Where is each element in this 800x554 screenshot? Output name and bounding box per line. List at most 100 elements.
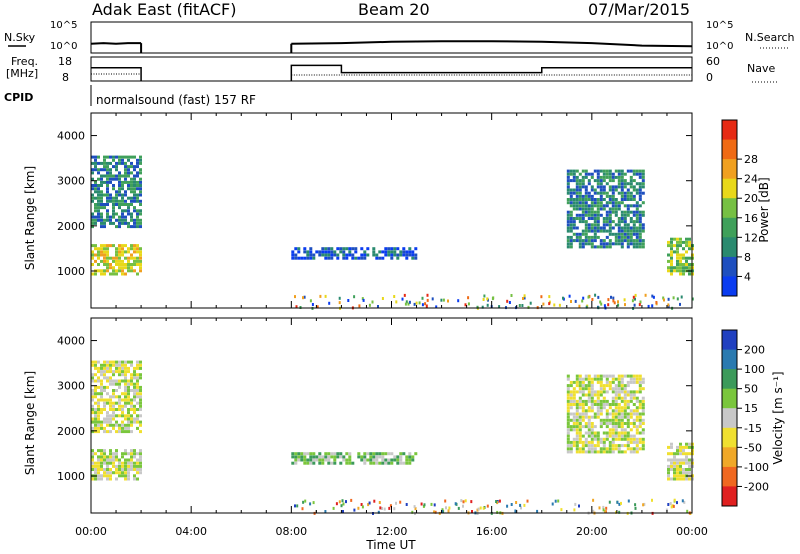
heatmap-cell [127,392,130,396]
heatmap-cell [139,263,142,266]
heatmap-cell [381,507,383,510]
heatmap-cell [94,471,97,475]
heatmap-cell [603,304,606,308]
heatmap-cell [130,458,133,462]
heatmap-cell [629,447,633,451]
heatmap-cell [353,295,356,299]
heatmap-cell [614,232,618,236]
heatmap-cell [578,191,582,195]
heatmap-cell [94,360,97,364]
heatmap-cell [679,253,682,257]
heatmap-cell [100,395,103,399]
heatmap-cell [127,385,130,389]
heatmap-cell [97,177,100,181]
heatmap-cell [566,235,570,239]
heatmap-cell [593,220,597,224]
heatmap-cell [590,403,594,406]
heatmap-cell [377,305,379,308]
heatmap-cell [617,220,621,224]
heatmap-cell [100,269,103,273]
heatmap-cell [569,198,573,201]
heatmap-cell [401,297,404,301]
heatmap-cell [127,360,130,364]
heatmap-cell [670,269,673,273]
heatmap-cell [139,203,142,206]
heatmap-cell [136,218,139,222]
heatmap-cell [629,409,633,413]
heatmap-cell [566,431,570,435]
heatmap-cell [338,500,341,504]
heatmap-cell [121,174,124,178]
heatmap-cell [136,193,139,197]
heatmap-cell [642,503,645,507]
heatmap-cell [109,382,112,386]
heatmap-cell [115,408,118,411]
heatmap-cell [139,458,142,462]
heatmap-cell [109,398,112,402]
heatmap-cell [100,464,103,468]
heatmap-cell [611,387,615,391]
heatmap-cell [94,168,97,172]
heatmap-cell [118,206,121,210]
heatmap-cell [566,217,570,220]
heatmap-cell [106,461,109,465]
heatmap-cell [623,220,627,224]
heatmap-cell [118,263,121,266]
heatmap-cell [670,253,673,257]
heatmap-cell [136,184,139,187]
heatmap-cell [688,244,691,248]
heatmap-cell [372,461,376,465]
heatmap-cell [94,180,97,184]
heatmap-cell [136,263,139,266]
heatmap-cell [91,395,94,399]
heatmap-cell [348,461,352,465]
heatmap-cell [587,431,591,435]
heatmap-cell [632,422,636,425]
heatmap-cell [626,188,630,192]
heatmap-cell [124,250,127,254]
heatmap-cell [336,455,340,459]
heatmap-cell [602,239,606,243]
heatmap-cell [97,161,100,165]
heatmap-cell [632,450,636,454]
heatmap-cell [685,240,688,244]
heatmap-cell [333,461,337,465]
heatmap-cell [632,223,636,227]
heatmap-cell [363,452,367,456]
heatmap-cell [617,229,621,233]
heatmap-cell [638,239,642,243]
heatmap-cell [369,455,373,459]
heatmap-cell [584,403,588,406]
heatmap-cell [605,412,609,416]
heatmap-cell [575,182,579,186]
heatmap-cell [676,452,679,456]
heatmap-cell [345,256,349,260]
heatmap-cell [596,210,600,214]
heatmap-cell [327,458,331,462]
heatmap-cell [109,171,112,175]
heatmap-cell [136,401,139,405]
heatmap-cell [112,379,115,383]
heatmap-cell [629,235,633,239]
heatmap-cell [566,169,570,173]
heatmap-cell [632,210,636,214]
heatmap-cell [115,155,118,159]
heatmap-cell [106,376,109,380]
heatmap-cell [623,232,627,236]
heatmap-cell [617,223,621,227]
heatmap-cell [635,169,639,173]
heatmap-cell [611,431,615,435]
heatmap-cell [91,420,94,424]
heatmap-cell [91,177,94,181]
heatmap-cell [118,398,121,402]
heatmap-cell [608,384,612,388]
heatmap-cell [596,185,600,189]
heatmap-cell [611,444,615,448]
heatmap-cell [342,247,346,251]
heatmap-cell [103,225,106,229]
heatmap-cell [617,226,621,230]
heatmap-cell [611,412,615,416]
heatmap-cell [599,204,603,208]
heatmap-cell [651,498,653,502]
heatmap-cell [667,474,670,478]
